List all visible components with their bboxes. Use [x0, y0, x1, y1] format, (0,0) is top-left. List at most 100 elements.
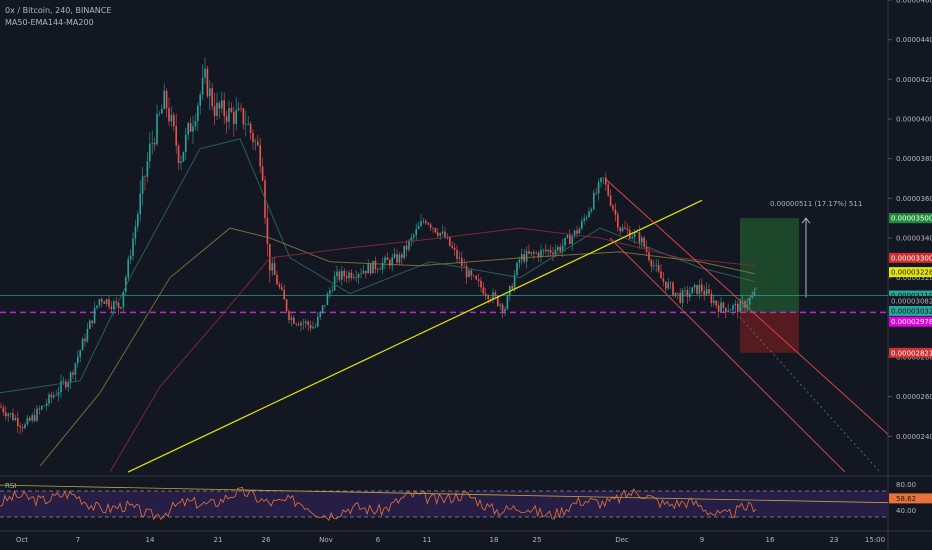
candle-body	[511, 285, 513, 289]
candle-body	[641, 237, 643, 243]
candle-body	[530, 251, 533, 254]
candle-body	[425, 221, 427, 224]
ma50-line	[0, 138, 756, 394]
candle-body	[581, 221, 583, 229]
candle-body	[453, 247, 456, 250]
candle-body	[223, 100, 225, 117]
candle-body	[485, 293, 487, 296]
candle-body	[461, 257, 463, 266]
candle-body	[429, 224, 432, 228]
ascending-trendline	[127, 199, 703, 473]
candle-body	[237, 108, 240, 111]
candle-body	[158, 113, 161, 115]
candle-body	[197, 105, 199, 122]
candle-body	[343, 270, 345, 277]
candle-body	[537, 252, 540, 258]
candle-body	[377, 269, 379, 270]
candle-body	[449, 236, 451, 246]
candle-body	[379, 269, 381, 270]
candle-body	[259, 145, 261, 167]
candle-body	[393, 254, 396, 258]
candle-body	[689, 293, 691, 297]
candle-body	[437, 232, 439, 236]
candle-body	[499, 304, 501, 306]
candle-body	[153, 142, 156, 145]
candle-body	[614, 209, 617, 215]
candle-body	[161, 109, 163, 114]
projection-stub	[739, 287, 758, 312]
candle-body	[619, 227, 621, 232]
candle-body	[617, 214, 619, 228]
candle-body	[557, 247, 559, 251]
candle-body	[475, 275, 477, 280]
candle-body	[29, 417, 31, 421]
candle-body	[348, 272, 350, 279]
price-tag: 0.00002978	[889, 316, 932, 327]
price-tag-label: 0.00003110	[891, 292, 932, 300]
candle-body	[12, 413, 14, 421]
candle-body	[302, 322, 305, 324]
candle-body	[137, 214, 139, 227]
candle-body	[170, 114, 173, 122]
x-tick-label: 15:00	[865, 536, 885, 544]
candle-body	[41, 406, 43, 410]
candle-body	[585, 217, 588, 219]
candles-group	[0, 57, 756, 434]
candle-body	[703, 291, 705, 295]
price-tag-label: 0.00002821	[891, 349, 932, 357]
candle-body	[65, 381, 67, 388]
price-tag-bg	[889, 316, 932, 327]
candle-body	[734, 303, 737, 306]
candle-body	[113, 301, 115, 310]
candle-body	[321, 305, 324, 312]
candle-body	[741, 301, 744, 302]
candle-body	[242, 108, 245, 125]
rsi-tick-label: 40.00	[896, 507, 916, 515]
candle-body	[38, 408, 41, 410]
candle-body	[345, 276, 348, 279]
candle-body	[266, 218, 269, 244]
candle-body	[324, 305, 326, 306]
candle-body	[81, 338, 84, 351]
candle-body	[314, 326, 317, 327]
candle-body	[576, 230, 578, 234]
price-tag-label: 0.00003082	[891, 298, 932, 306]
candle-body	[657, 264, 660, 272]
candle-body	[72, 372, 74, 375]
candle-body	[309, 324, 312, 329]
candle-body	[633, 232, 636, 238]
candle-body	[165, 90, 168, 109]
candle-body	[24, 424, 26, 429]
candle-body	[398, 254, 401, 263]
candle-body	[545, 249, 547, 252]
candle-body	[566, 234, 569, 238]
candle-body	[732, 305, 734, 310]
candle-body	[686, 290, 689, 297]
candle-body	[396, 254, 398, 263]
price-tag-bg	[889, 267, 932, 278]
candle-body	[386, 257, 389, 261]
candle-body	[674, 292, 677, 296]
candle-body	[19, 426, 21, 428]
candle-body	[26, 417, 29, 425]
candle-body	[127, 259, 129, 278]
candle-body	[432, 227, 434, 229]
candle-body	[225, 116, 228, 122]
candle-body	[593, 192, 595, 210]
candle-body	[456, 249, 458, 259]
candle-body	[482, 287, 485, 294]
candle-body	[187, 123, 189, 135]
candle-body	[362, 270, 365, 274]
candle-body	[681, 290, 684, 303]
candle-body	[199, 94, 201, 106]
candle-body	[206, 68, 209, 97]
candle-body	[528, 251, 530, 254]
candle-body	[122, 291, 125, 308]
price-tag: 0.00003110	[889, 290, 932, 301]
candle-body	[45, 403, 48, 406]
candle-body	[753, 292, 756, 296]
candle-body	[326, 293, 329, 306]
candle-body	[249, 123, 252, 133]
